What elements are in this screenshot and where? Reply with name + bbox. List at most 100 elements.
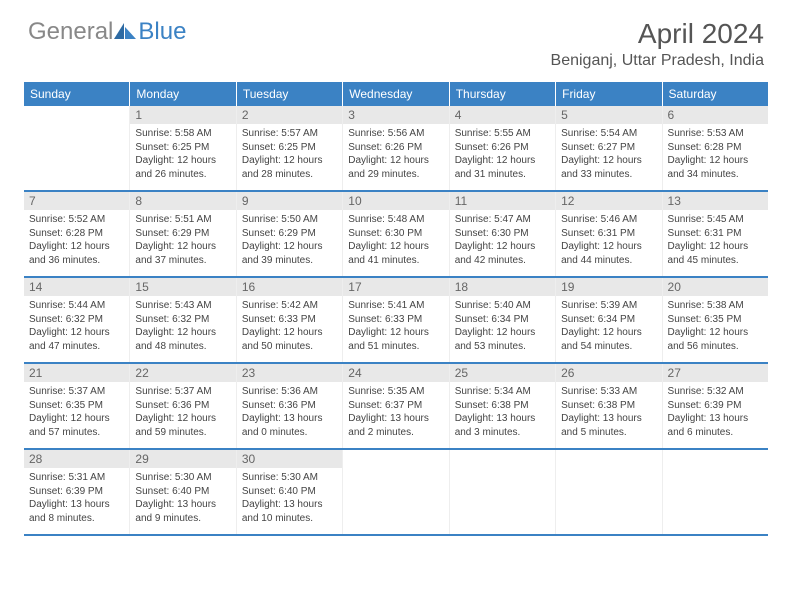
sunrise-text: Sunrise: 5:36 AM xyxy=(242,385,337,399)
daylight-line2: and 34 minutes. xyxy=(668,168,763,182)
daylight-line1: Daylight: 13 hours xyxy=(668,412,763,426)
week-row: 21Sunrise: 5:37 AMSunset: 6:35 PMDayligh… xyxy=(24,364,768,450)
daylight-line1: Daylight: 12 hours xyxy=(242,326,337,340)
daylight-line2: and 47 minutes. xyxy=(29,340,124,354)
sunrise-text: Sunrise: 5:38 AM xyxy=(668,299,763,313)
day-body: Sunrise: 5:35 AMSunset: 6:37 PMDaylight:… xyxy=(343,382,448,444)
sunset-text: Sunset: 6:34 PM xyxy=(455,313,550,327)
day-cell xyxy=(24,106,130,190)
daylight-line2: and 50 minutes. xyxy=(242,340,337,354)
day-number: 14 xyxy=(24,278,129,296)
daylight-line1: Daylight: 13 hours xyxy=(135,498,230,512)
daylight-line1: Daylight: 12 hours xyxy=(455,154,550,168)
sunset-text: Sunset: 6:38 PM xyxy=(561,399,656,413)
day-cell: 9Sunrise: 5:50 AMSunset: 6:29 PMDaylight… xyxy=(237,192,343,276)
day-cell: 18Sunrise: 5:40 AMSunset: 6:34 PMDayligh… xyxy=(450,278,556,362)
day-cell: 26Sunrise: 5:33 AMSunset: 6:38 PMDayligh… xyxy=(556,364,662,448)
daylight-line1: Daylight: 12 hours xyxy=(29,240,124,254)
daylight-line2: and 54 minutes. xyxy=(561,340,656,354)
day-body: Sunrise: 5:46 AMSunset: 6:31 PMDaylight:… xyxy=(556,210,661,272)
daylight-line2: and 6 minutes. xyxy=(668,426,763,440)
daylight-line2: and 41 minutes. xyxy=(348,254,443,268)
day-cell: 20Sunrise: 5:38 AMSunset: 6:35 PMDayligh… xyxy=(663,278,768,362)
day-number: 15 xyxy=(130,278,235,296)
day-body: Sunrise: 5:33 AMSunset: 6:38 PMDaylight:… xyxy=(556,382,661,444)
sunrise-text: Sunrise: 5:33 AM xyxy=(561,385,656,399)
daylight-line2: and 33 minutes. xyxy=(561,168,656,182)
sunset-text: Sunset: 6:33 PM xyxy=(242,313,337,327)
day-cell: 1Sunrise: 5:58 AMSunset: 6:25 PMDaylight… xyxy=(130,106,236,190)
page-header: General Blue April 2024 Beniganj, Uttar … xyxy=(0,0,792,76)
day-number: 8 xyxy=(130,192,235,210)
day-number: 22 xyxy=(130,364,235,382)
sunrise-text: Sunrise: 5:55 AM xyxy=(455,127,550,141)
day-body: Sunrise: 5:43 AMSunset: 6:32 PMDaylight:… xyxy=(130,296,235,358)
sunset-text: Sunset: 6:32 PM xyxy=(135,313,230,327)
sunset-text: Sunset: 6:32 PM xyxy=(29,313,124,327)
daylight-line2: and 59 minutes. xyxy=(135,426,230,440)
sunrise-text: Sunrise: 5:47 AM xyxy=(455,213,550,227)
sunrise-text: Sunrise: 5:46 AM xyxy=(561,213,656,227)
daylight-line2: and 3 minutes. xyxy=(455,426,550,440)
day-number: 1 xyxy=(130,106,235,124)
day-cell: 7 Sunrise: 5:52 AMSunset: 6:28 PMDaylight… xyxy=(24,192,130,276)
sunrise-text: Sunrise: 5:52 AM xyxy=(29,213,124,227)
daylight-line1: Daylight: 12 hours xyxy=(455,326,550,340)
sunset-text: Sunset: 6:27 PM xyxy=(561,141,656,155)
day-body: Sunrise: 5:32 AMSunset: 6:39 PMDaylight:… xyxy=(663,382,768,444)
dow-cell: Sunday xyxy=(24,82,130,106)
daylight-line1: Daylight: 12 hours xyxy=(561,154,656,168)
day-number: 7 xyxy=(24,192,129,210)
sunset-text: Sunset: 6:37 PM xyxy=(348,399,443,413)
sunrise-text: Sunrise: 5:40 AM xyxy=(455,299,550,313)
day-number: 13 xyxy=(663,192,768,210)
day-body: Sunrise: 5:38 AMSunset: 6:35 PMDaylight:… xyxy=(663,296,768,358)
sunset-text: Sunset: 6:33 PM xyxy=(348,313,443,327)
day-number: 29 xyxy=(130,450,235,468)
day-body: Sunrise: 5:40 AMSunset: 6:34 PMDaylight:… xyxy=(450,296,555,358)
day-body: Sunrise: 5:55 AMSunset: 6:26 PMDaylight:… xyxy=(450,124,555,186)
daylight-line2: and 57 minutes. xyxy=(29,426,124,440)
daylight-line1: Daylight: 12 hours xyxy=(668,240,763,254)
daylight-line1: Daylight: 12 hours xyxy=(29,412,124,426)
day-cell: 4Sunrise: 5:55 AMSunset: 6:26 PMDaylight… xyxy=(450,106,556,190)
sunrise-text: Sunrise: 5:48 AM xyxy=(348,213,443,227)
day-number: 11 xyxy=(450,192,555,210)
sunrise-text: Sunrise: 5:32 AM xyxy=(668,385,763,399)
day-cell: 8Sunrise: 5:51 AMSunset: 6:29 PMDaylight… xyxy=(130,192,236,276)
sunset-text: Sunset: 6:35 PM xyxy=(668,313,763,327)
daylight-line1: Daylight: 12 hours xyxy=(348,154,443,168)
sunset-text: Sunset: 6:38 PM xyxy=(455,399,550,413)
day-cell: 21Sunrise: 5:37 AMSunset: 6:35 PMDayligh… xyxy=(24,364,130,448)
day-cell: 2Sunrise: 5:57 AMSunset: 6:25 PMDaylight… xyxy=(237,106,343,190)
day-number: 4 xyxy=(450,106,555,124)
day-number: 28 xyxy=(24,450,129,468)
dow-cell: Saturday xyxy=(663,82,768,106)
day-cell: 22Sunrise: 5:37 AMSunset: 6:36 PMDayligh… xyxy=(130,364,236,448)
dow-cell: Wednesday xyxy=(343,82,449,106)
daylight-line1: Daylight: 13 hours xyxy=(29,498,124,512)
sunrise-text: Sunrise: 5:31 AM xyxy=(29,471,124,485)
day-body: Sunrise: 5:41 AMSunset: 6:33 PMDaylight:… xyxy=(343,296,448,358)
sunrise-text: Sunrise: 5:30 AM xyxy=(135,471,230,485)
day-number: 21 xyxy=(24,364,129,382)
sunrise-text: Sunrise: 5:35 AM xyxy=(348,385,443,399)
sunset-text: Sunset: 6:25 PM xyxy=(242,141,337,155)
logo-sail-icon xyxy=(114,18,136,46)
day-body: Sunrise: 5:39 AMSunset: 6:34 PMDaylight:… xyxy=(556,296,661,358)
sunset-text: Sunset: 6:28 PM xyxy=(29,227,124,241)
day-body: Sunrise: 5:56 AMSunset: 6:26 PMDaylight:… xyxy=(343,124,448,186)
day-body: Sunrise: 5:53 AMSunset: 6:28 PMDaylight:… xyxy=(663,124,768,186)
sunset-text: Sunset: 6:30 PM xyxy=(455,227,550,241)
sunrise-text: Sunrise: 5:57 AM xyxy=(242,127,337,141)
dow-cell: Thursday xyxy=(450,82,556,106)
sunset-text: Sunset: 6:36 PM xyxy=(135,399,230,413)
daylight-line1: Daylight: 12 hours xyxy=(29,326,124,340)
sunrise-text: Sunrise: 5:37 AM xyxy=(29,385,124,399)
sunrise-text: Sunrise: 5:51 AM xyxy=(135,213,230,227)
day-cell: 25Sunrise: 5:34 AMSunset: 6:38 PMDayligh… xyxy=(450,364,556,448)
sunrise-text: Sunrise: 5:34 AM xyxy=(455,385,550,399)
day-cell: 15Sunrise: 5:43 AMSunset: 6:32 PMDayligh… xyxy=(130,278,236,362)
day-number: 23 xyxy=(237,364,342,382)
daylight-line2: and 39 minutes. xyxy=(242,254,337,268)
